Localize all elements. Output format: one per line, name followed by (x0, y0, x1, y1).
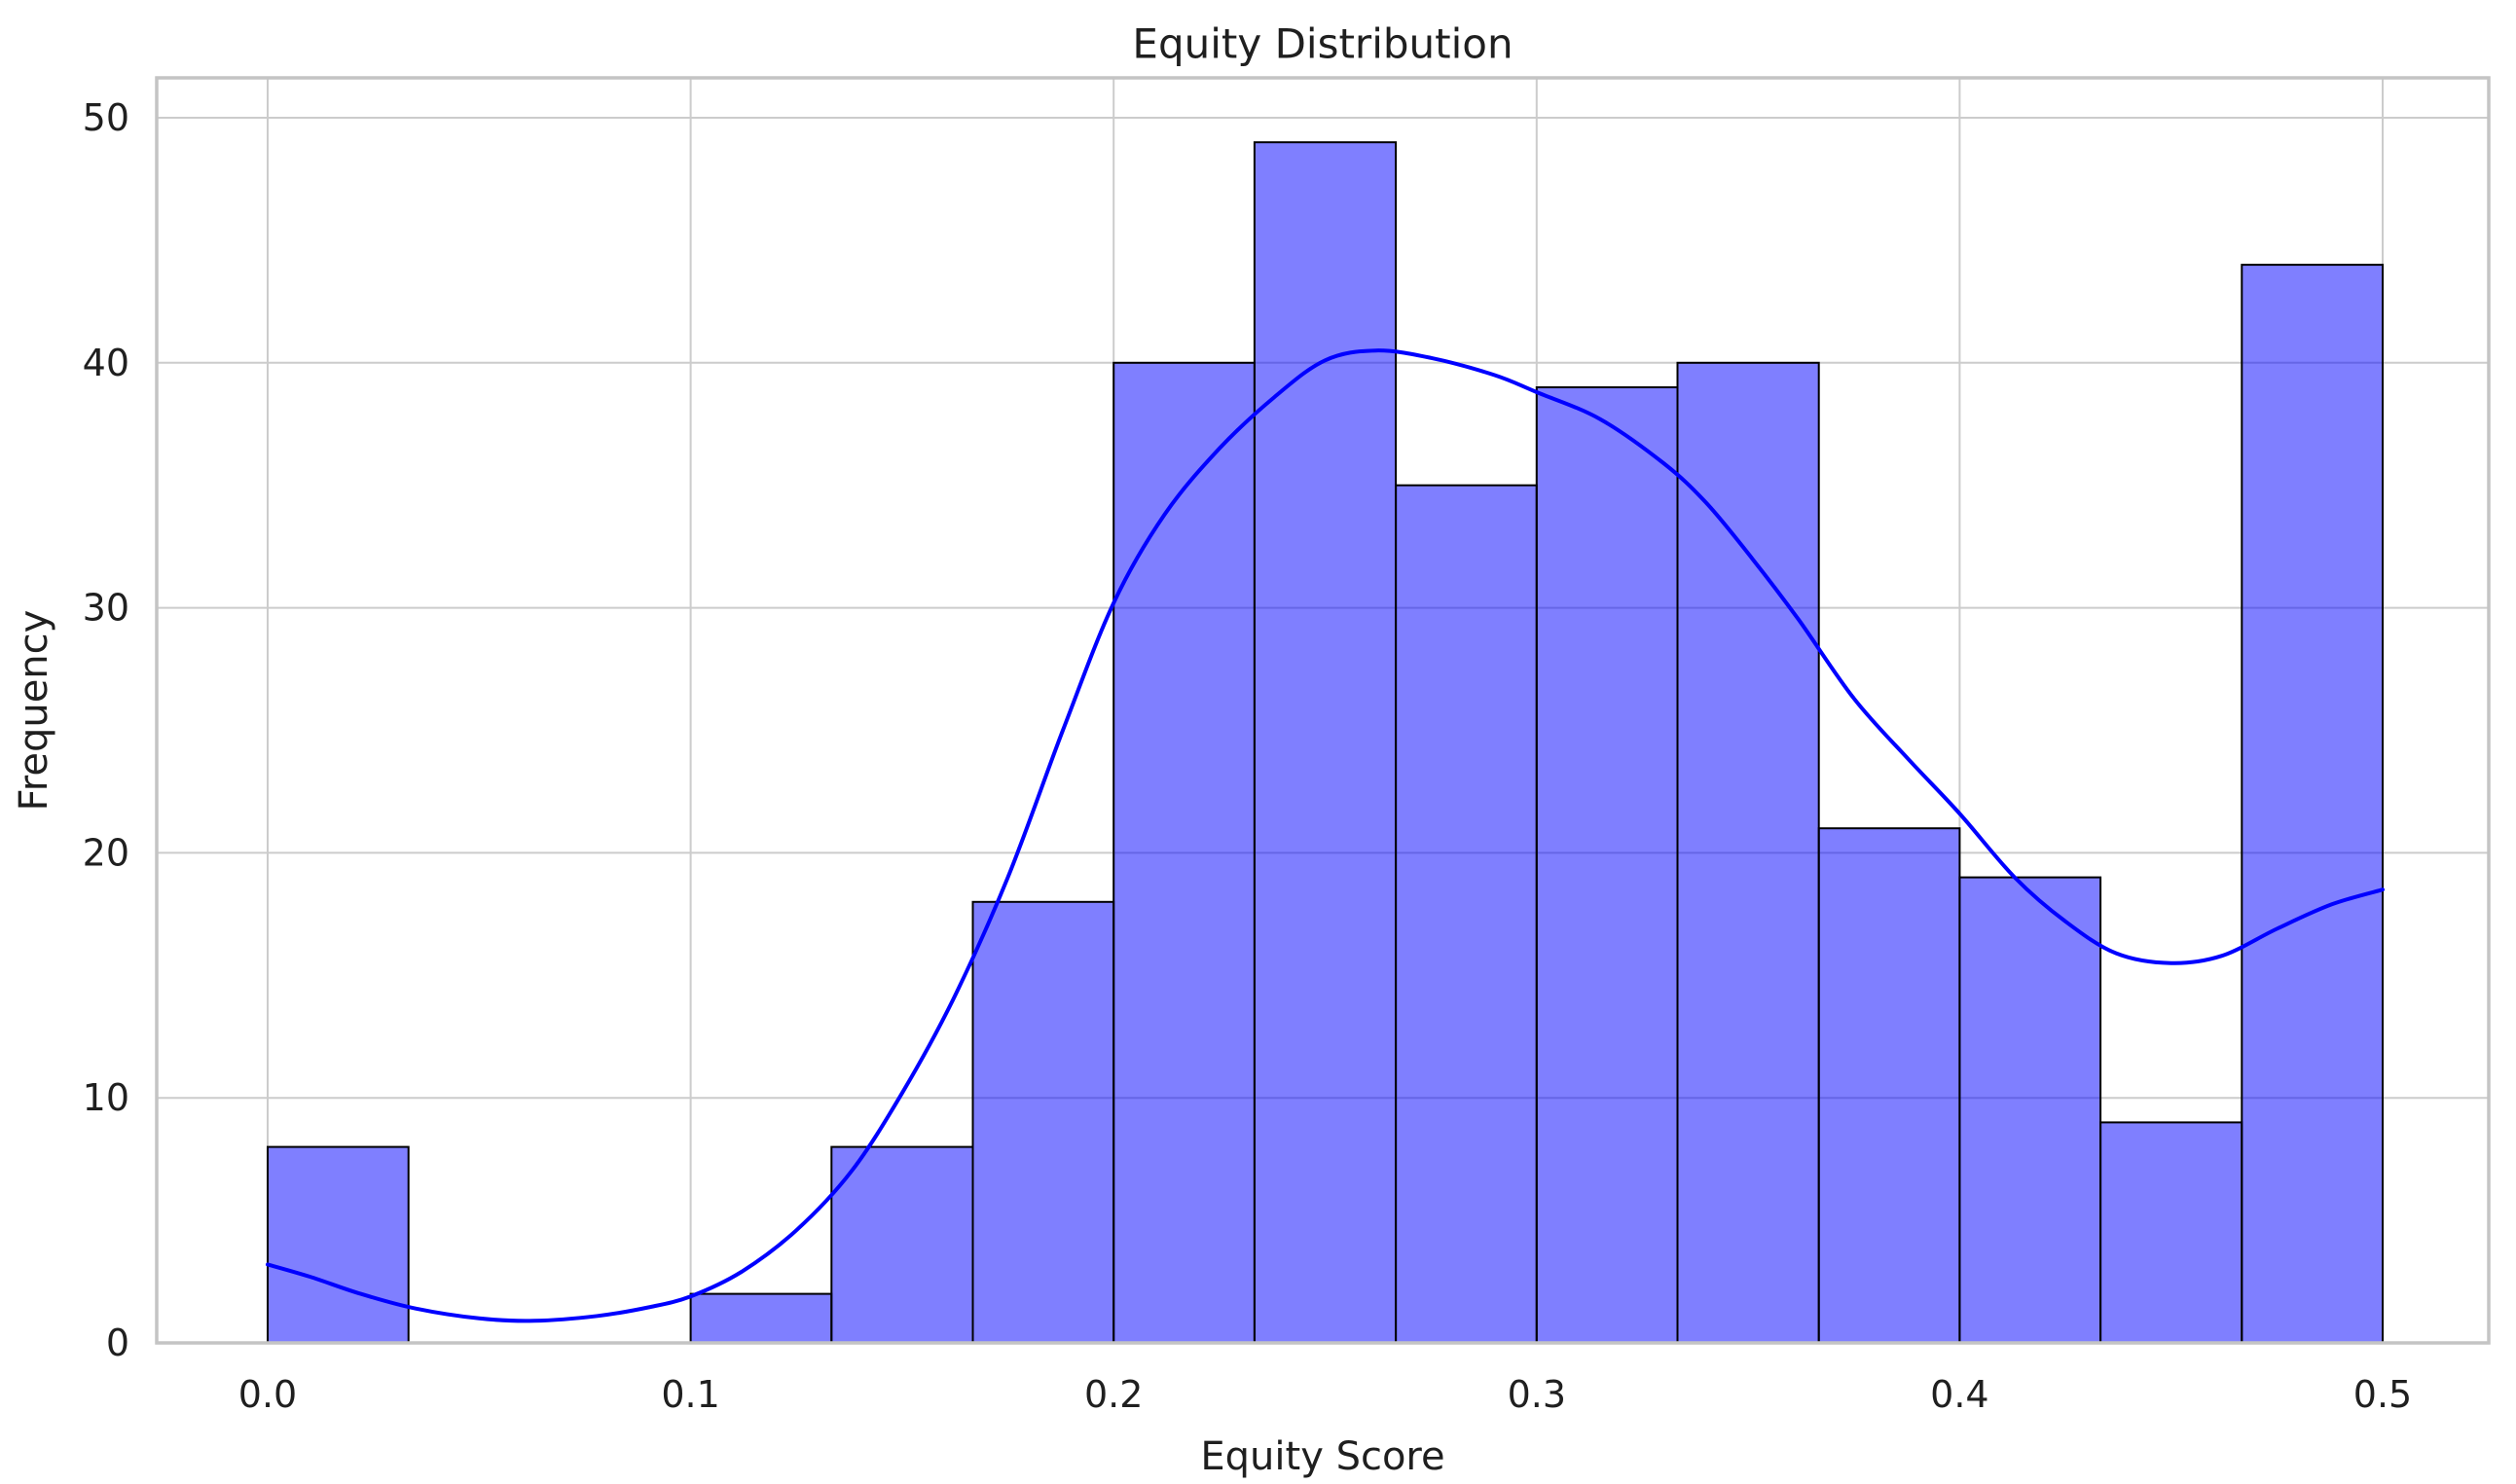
x-tick-label: 0.0 (238, 1373, 297, 1416)
histogram-bar (1253, 141, 1398, 1345)
axes-spines (155, 76, 2491, 1345)
histogram-bar (971, 900, 1115, 1344)
y-tick-labels: 0 10 20 30 40 50 (83, 96, 129, 1364)
x-axis-label: Equity Score (1200, 1434, 1444, 1479)
histogram-bar (1395, 484, 1538, 1344)
y-tick-label: 40 (83, 342, 129, 384)
histogram-bar (1112, 361, 1256, 1344)
histogram-bar (1535, 386, 1679, 1344)
y-tick-label: 50 (83, 96, 129, 139)
x-tick-label: 0.1 (661, 1373, 719, 1416)
histogram-bar (267, 1145, 410, 1344)
plot-frame (155, 76, 2491, 1345)
y-tick-label: 10 (83, 1076, 129, 1119)
histogram-bar (689, 1292, 833, 1344)
x-tick-labels: 0.0 0.1 0.2 0.3 0.4 0.5 (238, 1373, 2412, 1416)
y-tick-label: 0 (106, 1321, 129, 1364)
y-tick-label: 20 (83, 831, 129, 874)
histogram-bars (267, 141, 2385, 1345)
histogram-bar (2099, 1121, 2243, 1345)
kde-curve (266, 348, 2385, 1323)
x-tick-label: 0.2 (1084, 1373, 1143, 1416)
histogram-bar (1958, 876, 2102, 1344)
histogram-bar (830, 1145, 974, 1344)
histogram-bar (2241, 264, 2385, 1345)
y-tick-label: 30 (83, 587, 129, 630)
y-axis-label: Frequency (12, 610, 56, 812)
x-tick-label: 0.4 (1930, 1373, 1988, 1416)
histogram-bar (1676, 361, 1820, 1344)
chart-title: Equity Distribution (1132, 20, 1513, 68)
histogram-bar (1817, 827, 1961, 1344)
x-tick-label: 0.3 (1508, 1373, 1566, 1416)
x-tick-label: 0.5 (2353, 1373, 2412, 1416)
